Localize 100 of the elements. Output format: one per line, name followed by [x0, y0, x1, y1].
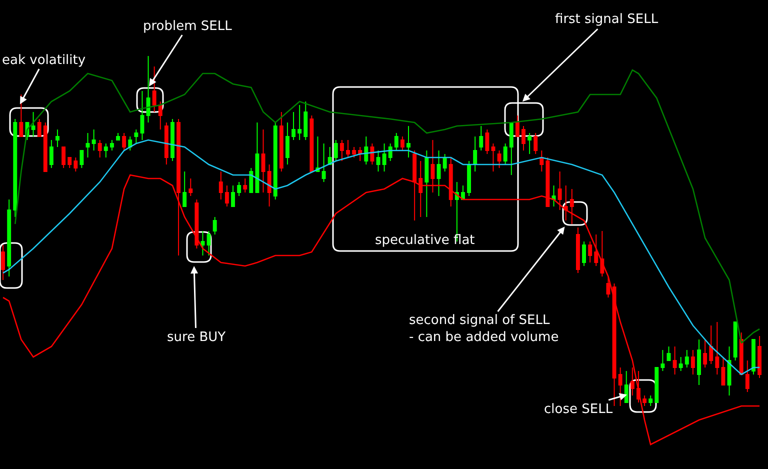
candlestick [122, 132, 126, 151]
candlestick [388, 143, 392, 162]
candlestick [648, 395, 653, 406]
candlestick [310, 115, 314, 172]
candlestick [194, 199, 199, 249]
candlestick [424, 150, 429, 218]
candlestick [285, 122, 290, 165]
candlestick [509, 122, 514, 176]
candlestick [316, 136, 320, 172]
candlestick [564, 185, 568, 221]
text: problem SELL [143, 19, 233, 34]
candlestick [394, 132, 398, 151]
candlestick [182, 171, 187, 207]
candlestick [255, 122, 260, 193]
candlestick [370, 143, 374, 165]
candlestick [304, 101, 308, 140]
candlestick [110, 140, 114, 151]
candlestick [552, 185, 556, 207]
candlestick [322, 143, 326, 182]
candlestick [594, 234, 598, 266]
candlestick [43, 122, 48, 172]
candlestick [739, 332, 744, 375]
candlestick [666, 346, 671, 361]
candlestick [630, 367, 634, 396]
candlestick [346, 140, 350, 158]
candlestick [376, 150, 380, 172]
candlestick [515, 115, 520, 137]
candlestick [206, 230, 211, 256]
candlestick [164, 122, 168, 165]
candlestick [152, 66, 156, 112]
candlestick [340, 140, 344, 162]
candlestick [497, 150, 502, 168]
candlestick [49, 140, 54, 168]
candlestick [298, 104, 302, 140]
candlestick [273, 122, 278, 200]
candlestick [751, 339, 756, 375]
candlestick [758, 336, 762, 378]
candlestick [62, 146, 66, 168]
candlestick [618, 367, 622, 406]
candlestick [98, 140, 102, 158]
candlestick [442, 154, 447, 172]
annotation: eak volatility [2, 53, 86, 68]
candlestick [534, 132, 538, 154]
candlestick [19, 94, 24, 137]
candlestick [660, 350, 665, 372]
candlestick [703, 339, 708, 368]
candlestick [188, 178, 193, 196]
text: first signal SELL [555, 12, 659, 27]
candlestick [231, 185, 235, 207]
candlestick [721, 356, 726, 386]
candlestick [678, 356, 683, 372]
candlestick [406, 126, 410, 158]
candlestick [146, 56, 150, 123]
candlestick [92, 129, 96, 151]
candlestick [588, 241, 592, 263]
candlestick [116, 132, 120, 140]
candlestick [570, 188, 574, 224]
candlestick [733, 322, 738, 361]
candlestick [104, 143, 108, 158]
candlestick [709, 325, 714, 364]
candlestick [606, 276, 610, 298]
candlestick [684, 350, 689, 368]
candlestick [582, 241, 586, 266]
candlestick [243, 178, 248, 193]
candlestick [200, 230, 205, 256]
candlestick [690, 350, 695, 375]
candlestick [80, 150, 84, 168]
candlestick [576, 227, 580, 274]
candlestick [56, 129, 60, 148]
candlestick [13, 118, 18, 218]
candlestick [267, 164, 272, 207]
candlestick [727, 346, 732, 396]
candlestick [292, 112, 296, 140]
candlestick [624, 370, 628, 403]
candlestick [436, 150, 441, 196]
candlestick [467, 160, 472, 196]
candlestick [352, 146, 356, 158]
candlestick [86, 132, 90, 158]
candlestick [37, 118, 42, 137]
candlestick [249, 168, 254, 193]
candlestick [473, 136, 478, 172]
candlestick [382, 143, 386, 172]
candlestick [528, 132, 532, 154]
candlestick [334, 140, 338, 162]
candlestick [224, 185, 229, 207]
candlestick [261, 129, 266, 193]
annotation: second signal of SELL - can be added volume [409, 313, 559, 345]
candlestick [237, 182, 242, 196]
candlestick [279, 112, 284, 172]
candlestick [715, 322, 720, 375]
candlestick [128, 136, 132, 151]
candlestick [600, 230, 604, 277]
candlestick [358, 146, 362, 162]
candlestick [479, 126, 484, 151]
candlestick [218, 171, 223, 200]
candlestick [522, 126, 526, 151]
candlestick [212, 216, 217, 235]
candlestick [745, 360, 750, 392]
candlestick [364, 136, 368, 165]
candlestick [158, 101, 162, 130]
